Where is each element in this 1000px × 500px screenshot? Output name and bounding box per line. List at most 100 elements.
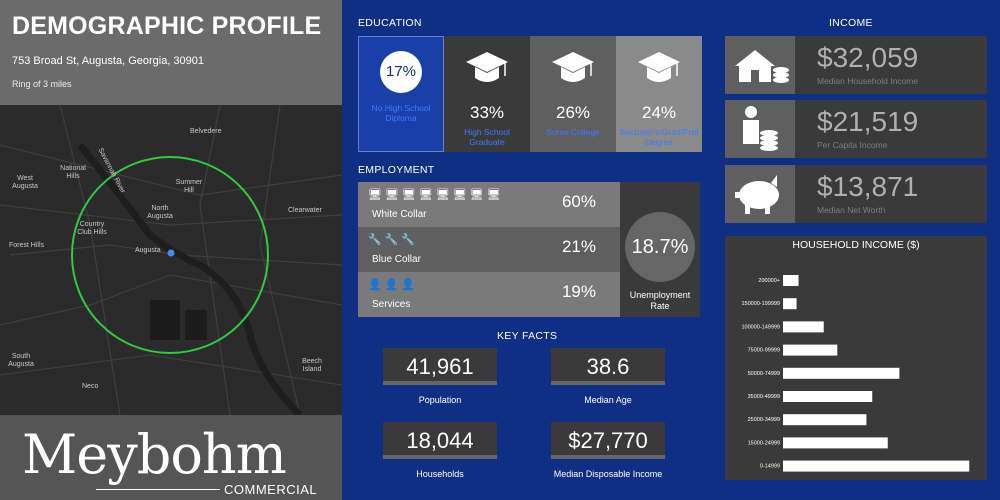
key-fact-label: Households	[416, 469, 464, 479]
education-high-school: 33% High School Graduate	[444, 36, 530, 152]
key-fact-value: 18,044	[383, 422, 497, 459]
logo-rule	[96, 489, 220, 490]
left-column: DEMOGRAPHIC PROFILE 753 Broad St, August…	[0, 0, 342, 500]
key-fact-label: Median Disposable Income	[553, 469, 663, 479]
key-fact-value: 38.6	[551, 348, 665, 385]
bar	[783, 460, 970, 472]
bar	[783, 298, 797, 310]
graduation-cap-icon	[466, 52, 508, 82]
piggy-bank-icon	[725, 165, 795, 223]
category-label: 50000-74999	[748, 371, 780, 377]
key-fact-population: 41,961 Population	[383, 348, 497, 405]
bar	[783, 367, 900, 379]
category-label: 200000+	[758, 278, 780, 284]
household-income-chart: 200000+ 150000-199999 100000-149999 75000-9…	[741, 275, 977, 494]
category-label: 35000-49999	[748, 394, 780, 400]
education-some-college: 26% Some College	[530, 36, 616, 152]
education-pct: 26%	[555, 103, 591, 122]
bar	[783, 321, 824, 333]
category-label: 150000-199999	[741, 301, 780, 307]
employment-white-collar: 🖥🖥🖥🖥🖥🖥🖥🖥 White Collar 60%	[358, 182, 620, 227]
employment-label: White Collar	[372, 209, 427, 220]
income-label: Median Net Worth	[817, 205, 886, 215]
bar	[783, 344, 838, 356]
income-label: Per Capita Income	[817, 140, 888, 150]
education-no-diploma: 17% No High School Diploma	[358, 36, 444, 152]
key-facts-title: KEY FACTS	[497, 330, 558, 342]
page-title: DEMOGRAPHIC PROFILE	[12, 12, 322, 40]
income-value: $21,519	[817, 106, 919, 137]
category-label: 15000-24999	[748, 440, 780, 446]
employment-services: 👤👤👤 Services 19%	[358, 272, 620, 317]
map-label-belvedere: Belvedere	[190, 128, 222, 135]
worker-icons: 👤👤👤	[368, 279, 419, 291]
education-label: High School Graduate	[464, 127, 510, 147]
income-value: $32,059	[817, 42, 919, 73]
worker-icons: 🔧🔧🔧	[368, 234, 419, 246]
map-label-national-hills: National Hills	[60, 165, 86, 180]
category-label: 100000-149999	[741, 324, 780, 330]
category-label: 25000-34999	[748, 417, 780, 423]
ring-radius: Ring of 3 miles	[12, 79, 72, 89]
education-bachelors: 24% Bachelor's/Grad/Prof Degree	[616, 36, 702, 152]
map-label-neco: Neco	[82, 383, 99, 390]
address: 753 Broad St, Augusta, Georgia, 30901	[12, 55, 205, 67]
key-fact-disposable-income: $27,770 Median Disposable Income	[551, 422, 665, 479]
map[interactable]: Belvedere West Augusta National Hills Su…	[0, 105, 342, 415]
unemployment-rate: 18.7%	[625, 212, 695, 282]
unemployment-panel: 18.7% Unemployment Rate	[620, 182, 700, 317]
education-pct: 33%	[469, 103, 505, 122]
chart-title: HOUSEHOLD INCOME ($)	[792, 239, 920, 251]
education-pct: 24%	[641, 103, 677, 122]
logo-subtitle: COMMERCIAL	[224, 482, 318, 497]
income-label: Median Household Income	[817, 76, 919, 86]
bar	[783, 275, 799, 286]
profile-header: DEMOGRAPHIC PROFILE 753 Broad St, August…	[0, 0, 342, 105]
key-fact-value: $27,770	[551, 422, 665, 459]
map-label-forest-hills: Forest Hills	[9, 242, 45, 249]
company-logo: Meybohm COMMERCIAL	[0, 415, 342, 500]
income-median-household: $32,059 Median Household Income	[725, 36, 987, 94]
worker-icons: 🖥🖥🖥🖥🖥🖥🖥🖥	[368, 189, 504, 201]
employment-pct: 19%	[561, 282, 596, 301]
income-per-capita: $21,519 Per Capita Income	[725, 100, 987, 158]
person-coins-icon	[725, 100, 795, 158]
income-value: $13,871	[817, 171, 919, 202]
employment-pct: 60%	[561, 192, 596, 211]
key-fact-value: 41,961	[383, 348, 497, 385]
key-fact-label: Median Age	[584, 395, 632, 405]
map-label-beech-island: Beech Island	[302, 358, 322, 373]
education-label: Some College	[546, 127, 600, 137]
employment-label: Blue Collar	[372, 254, 421, 265]
education-title: EDUCATION	[358, 17, 422, 29]
key-fact-median-age: 38.6 Median Age	[551, 348, 665, 405]
education-label: No High School Diploma	[371, 103, 431, 123]
household-income-panel: HOUSEHOLD INCOME ($) 200000+ 150000-19999…	[725, 236, 987, 494]
bar	[783, 437, 888, 449]
category-label: 75000-99999	[748, 348, 780, 354]
education-label: Bachelor's/Grad/Prof Degree	[620, 127, 699, 147]
employment-label: Services	[372, 299, 411, 310]
bar	[783, 391, 873, 402]
graduation-cap-icon	[552, 52, 594, 82]
graduation-cap-icon	[638, 52, 680, 82]
map-label-clearwater: Clearwater	[288, 207, 322, 214]
employment-pct: 21%	[561, 237, 596, 256]
category-label: 0-14999	[760, 464, 780, 470]
employment-title: EMPLOYMENT	[358, 164, 435, 176]
map-label-country-club-hills: Country Club Hills	[77, 221, 107, 236]
logo-wordmark: Meybohm	[22, 423, 287, 486]
key-fact-households: 18,044 Households	[383, 422, 497, 479]
house-coins-icon	[725, 36, 795, 94]
map-canvas	[0, 105, 342, 415]
map-label-south-augusta: South Augusta	[8, 353, 34, 368]
map-label-augusta: Augusta	[135, 247, 161, 254]
map-label-summer-hill: Summer Hill	[175, 179, 203, 194]
income-title: INCOME	[829, 17, 873, 29]
map-label-north-augusta: North Augusta	[147, 205, 173, 220]
map-label-west-augusta: West Augusta	[12, 175, 38, 190]
bar	[783, 414, 867, 426]
income-net-worth: $13,871 Median Net Worth	[725, 165, 987, 223]
unemployment-label: Unemployment Rate	[629, 290, 691, 311]
key-fact-label: Population	[418, 395, 462, 405]
